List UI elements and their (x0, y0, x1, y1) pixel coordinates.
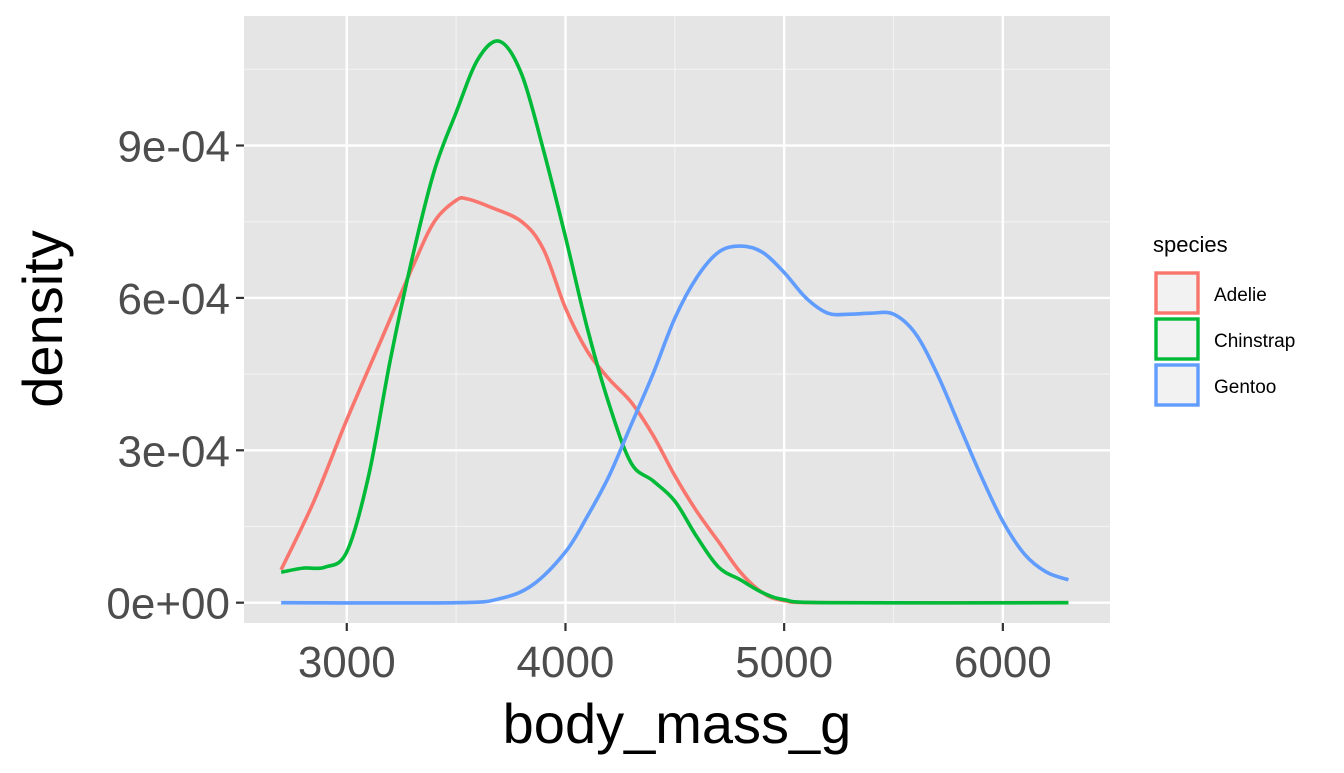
series-lines (279, 39, 1070, 605)
series-line-chinstrap (280, 39, 1069, 605)
legend: species Adelie Chinstrap Gentoo (1153, 232, 1295, 407)
legend-key-gentoo (1154, 363, 1200, 407)
series-line-gentoo (281, 244, 1070, 605)
legend-key-adelie (1154, 271, 1200, 315)
x-tick-label: 3000 (298, 638, 396, 687)
y-tick-label: 3e-04 (117, 427, 230, 476)
legend-title: species (1153, 232, 1228, 257)
y-axis: 0e+00 3e-04 6e-04 9e-04 (106, 123, 244, 629)
x-tick-label: 6000 (954, 638, 1052, 687)
legend-label-adelie: Adelie (1214, 285, 1267, 306)
x-axis: 3000 4000 5000 6000 (298, 623, 1052, 687)
y-tick-label: 0e+00 (106, 580, 230, 629)
legend-items: Adelie Chinstrap Gentoo (1154, 271, 1295, 407)
x-tick-label: 5000 (735, 638, 833, 687)
y-tick-label: 9e-04 (117, 123, 230, 172)
y-axis-title: density (11, 230, 74, 407)
x-axis-title: body_mass_g (503, 692, 852, 755)
panel-background (244, 16, 1110, 623)
x-tick-label: 4000 (517, 638, 615, 687)
legend-label-gentoo: Gentoo (1214, 377, 1276, 398)
legend-label-chinstrap: Chinstrap (1214, 331, 1295, 352)
legend-key-chinstrap (1154, 317, 1200, 361)
y-tick-label: 6e-04 (117, 275, 230, 324)
